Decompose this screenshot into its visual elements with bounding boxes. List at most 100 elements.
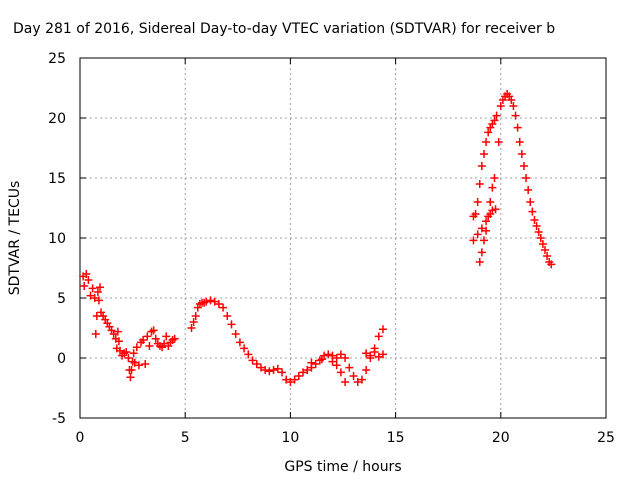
data-point xyxy=(132,343,141,352)
data-point xyxy=(141,360,150,368)
data-point xyxy=(261,366,270,374)
data-point xyxy=(90,294,99,302)
data-point xyxy=(469,236,478,245)
data-point xyxy=(477,248,486,257)
data-series-1 xyxy=(79,270,179,382)
data-point xyxy=(491,205,500,214)
x-axis-label: GPS time / hours xyxy=(284,459,401,475)
data-point xyxy=(513,123,522,132)
data-point xyxy=(86,291,95,300)
data-point xyxy=(191,312,200,320)
data-point xyxy=(303,366,312,374)
data-point xyxy=(509,102,518,110)
data-point xyxy=(151,334,160,343)
data-point xyxy=(115,346,124,355)
data-point xyxy=(477,224,486,233)
data-point xyxy=(88,284,97,293)
data-point xyxy=(94,296,103,305)
data-point xyxy=(378,350,387,359)
data-point xyxy=(378,325,387,334)
data-point xyxy=(341,354,350,362)
data-point xyxy=(84,276,93,284)
data-point xyxy=(324,350,333,359)
x-tick-label: 10 xyxy=(281,430,299,446)
data-point xyxy=(486,198,495,206)
data-point xyxy=(345,363,354,372)
data-point xyxy=(507,96,516,104)
data-series-4 xyxy=(469,90,556,269)
data-point xyxy=(109,330,118,338)
data-point xyxy=(214,300,223,308)
data-point xyxy=(517,150,526,158)
data-point xyxy=(223,312,232,320)
data-point xyxy=(515,138,524,146)
data-point xyxy=(231,330,240,338)
x-tick-label: 5 xyxy=(181,430,190,446)
y-tick-label: 15 xyxy=(48,171,66,187)
data-point xyxy=(479,150,488,158)
data-point xyxy=(162,332,171,341)
data-point xyxy=(126,373,135,382)
data-point xyxy=(91,330,100,338)
data-point xyxy=(282,375,291,384)
data-point xyxy=(534,228,543,236)
data-point xyxy=(540,246,549,254)
data-point xyxy=(482,226,491,235)
data-point xyxy=(528,207,537,216)
data-point xyxy=(130,358,139,367)
data-point xyxy=(362,349,371,358)
data-point xyxy=(490,174,499,182)
data-point xyxy=(475,258,484,266)
data-point xyxy=(311,360,320,368)
data-point xyxy=(332,354,341,362)
grid-layer xyxy=(80,58,606,418)
data-point xyxy=(170,334,179,343)
y-axis-label: SDTVAR / TECUs xyxy=(7,181,23,296)
data-point xyxy=(328,357,337,366)
data-point xyxy=(336,368,345,377)
data-point xyxy=(134,361,143,370)
y-tick-label: 5 xyxy=(57,291,66,307)
data-point xyxy=(269,366,278,374)
data-series-3 xyxy=(307,348,387,386)
data-points-layer xyxy=(79,90,556,386)
x-tick-label: 0 xyxy=(76,430,85,446)
data-point xyxy=(543,252,552,260)
y-tick-label: 25 xyxy=(48,51,66,67)
data-point xyxy=(353,378,362,386)
data-point xyxy=(235,338,244,347)
data-point xyxy=(277,368,286,377)
data-point xyxy=(219,303,228,312)
data-point xyxy=(526,198,535,206)
data-point xyxy=(122,348,131,356)
data-point xyxy=(530,216,539,224)
data-point xyxy=(374,352,383,361)
data-point xyxy=(273,364,282,373)
data-point xyxy=(240,344,249,353)
data-point xyxy=(370,348,379,356)
data-point xyxy=(113,327,122,336)
data-point xyxy=(189,318,198,326)
data-point xyxy=(357,375,366,384)
y-tick-label: 0 xyxy=(57,351,66,367)
data-point xyxy=(317,355,326,364)
data-point xyxy=(160,339,169,348)
y-tick-label: -5 xyxy=(52,411,66,427)
data-point xyxy=(473,198,482,206)
data-point xyxy=(488,183,497,192)
data-point xyxy=(511,111,520,120)
x-tick-label: 25 xyxy=(597,430,615,446)
y-tick-label: 20 xyxy=(48,111,66,127)
data-point xyxy=(366,351,375,360)
data-point xyxy=(477,162,486,170)
plot-frame xyxy=(79,57,607,419)
data-point xyxy=(482,138,491,146)
data-point xyxy=(522,174,531,182)
data-point xyxy=(145,342,154,350)
data-point xyxy=(187,324,196,332)
data-point xyxy=(307,358,316,367)
data-point xyxy=(227,320,236,329)
data-point xyxy=(336,350,345,359)
